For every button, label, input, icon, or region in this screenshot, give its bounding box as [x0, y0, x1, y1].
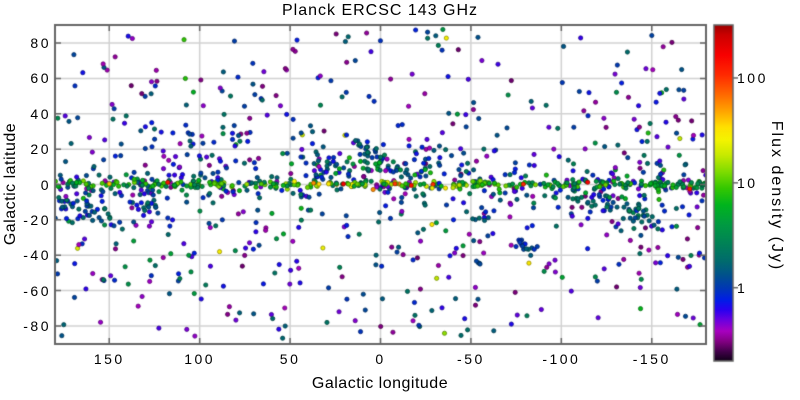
chart-title: Planck ERCSC 143 GHz	[281, 2, 479, 19]
y-tick-label: -80	[23, 317, 51, 334]
y-tick-label: 40	[30, 105, 51, 122]
colorbar-tick-label: 100	[737, 69, 768, 86]
x-tick-label: -150	[632, 351, 671, 367]
y-axis-title: Galactic latitude	[2, 122, 19, 246]
y-tick-label: 60	[30, 70, 51, 87]
colorbar-tick-label: 1	[737, 279, 748, 296]
colorbar-title: Flux density (Jy)	[768, 120, 785, 272]
colorbar-tick-label: 10	[737, 174, 758, 191]
x-tick-label: 50	[279, 351, 301, 367]
x-tick-label: -100	[542, 351, 581, 367]
x-tick-label: 0	[375, 351, 386, 367]
x-tick-label: -50	[457, 351, 485, 367]
y-tick-label: 80	[30, 35, 51, 52]
x-axis-title: Galactic longitude	[311, 375, 449, 392]
y-tick-label: 0	[40, 176, 51, 193]
y-tick-label: -20	[23, 211, 51, 228]
x-tick-label: 150	[93, 351, 125, 367]
x-tick-label: 100	[184, 351, 216, 367]
y-tick-label: -40	[23, 247, 51, 264]
y-tick-label: -60	[23, 282, 51, 299]
y-tick-label: 20	[30, 141, 51, 158]
